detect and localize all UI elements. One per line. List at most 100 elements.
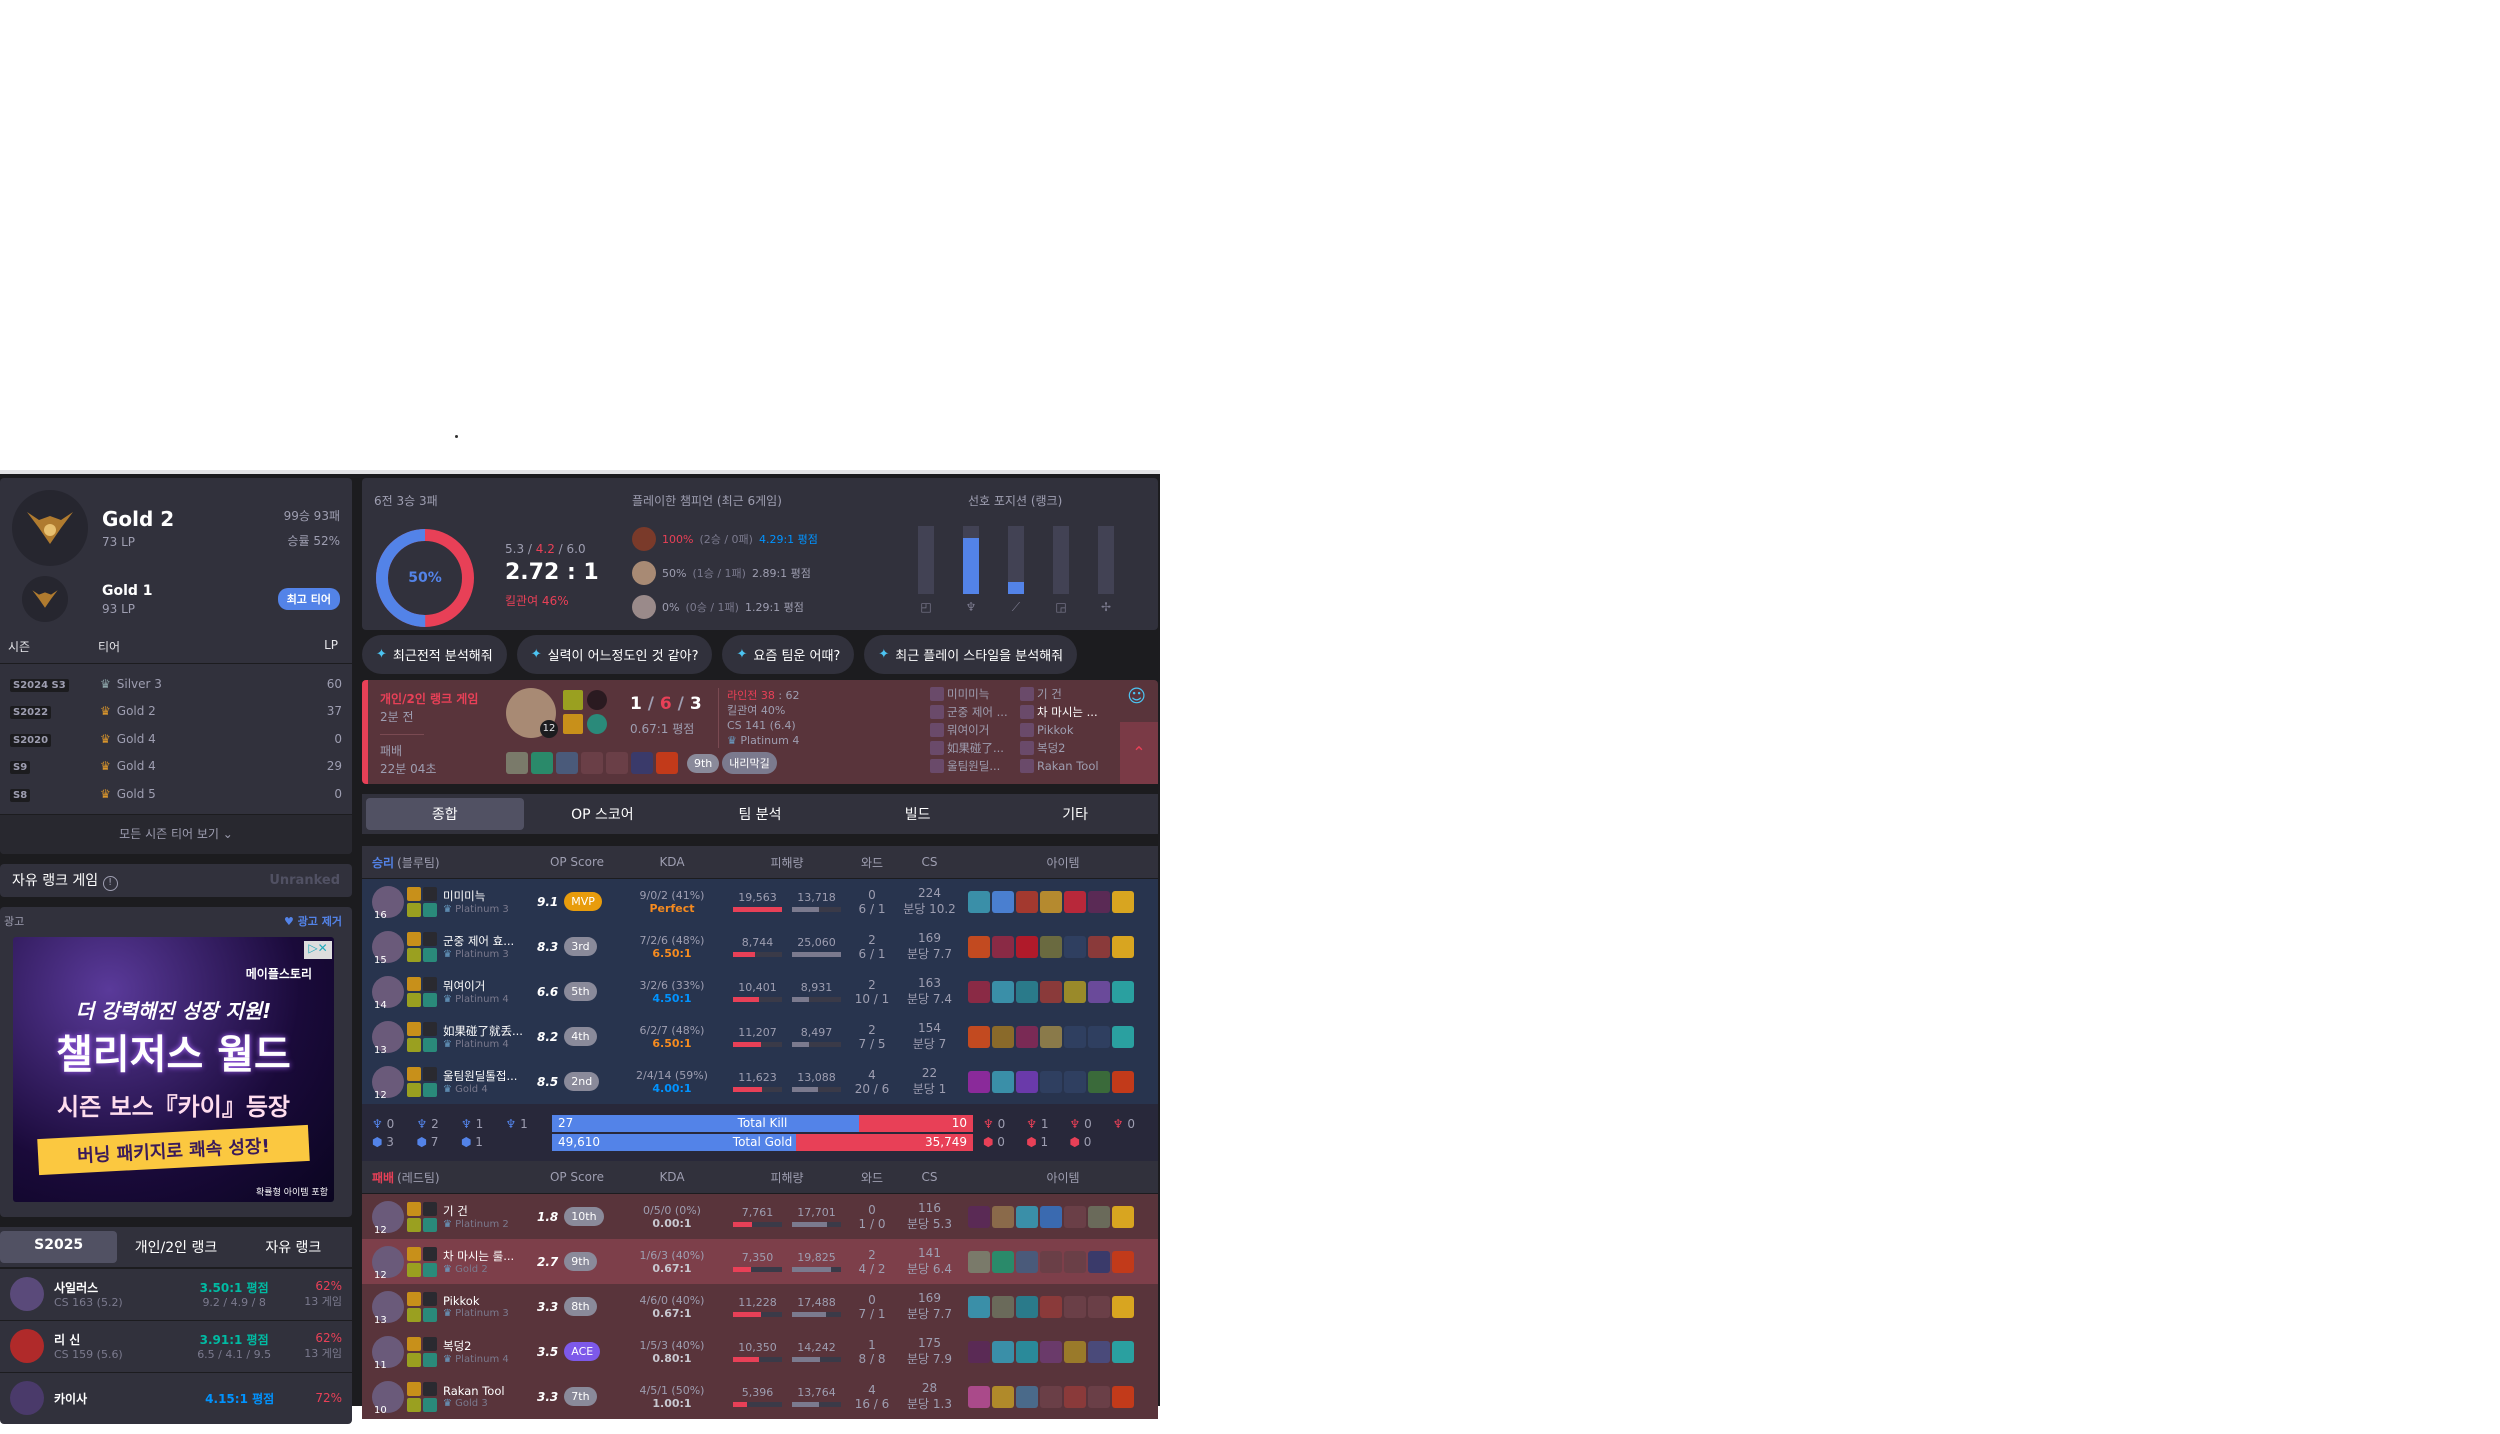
player-row[interactable]: 16 미미미늑 ♛ Platinum 3 9.1 MVP 9/0/2 (41%) Perfe…	[362, 879, 1158, 924]
ad-close-icon[interactable]: ▷✕	[304, 940, 332, 959]
position-bar	[1098, 526, 1114, 594]
flex-rank-status: Unranked	[269, 872, 340, 888]
item-icon	[656, 752, 678, 774]
season-header: 시즌	[8, 640, 31, 654]
player-row[interactable]: 12 기 건 ♛ Platinum 2 1.8 10th 0/5/0 (0%) 0.00:1…	[362, 1194, 1158, 1239]
rune-secondary-icon	[587, 714, 607, 734]
participant[interactable]: 복덩2	[1020, 740, 1110, 756]
cs-per-min: 분당 10.2	[903, 902, 956, 916]
ai-assistant-icon[interactable]: ☺	[1127, 686, 1146, 707]
ad-cta: 버닝 패키지로 쾌속 성장!	[37, 1124, 310, 1175]
participant[interactable]: Pikkok	[1020, 722, 1110, 738]
player-name[interactable]: 如果碰了就丢...	[443, 1024, 523, 1038]
item-icon	[1112, 1340, 1134, 1363]
participant[interactable]: 군중 제어 ...	[930, 704, 1020, 720]
item-icon	[1040, 890, 1062, 913]
champ-winrate: 0%	[662, 600, 680, 614]
detail-tab[interactable]: OP 스코어	[571, 807, 634, 823]
participant[interactable]: 차 마시는 ...	[1020, 704, 1110, 720]
view-all-label: 모든 시즌 티어 보기	[119, 826, 219, 841]
dragon-icon: ♆	[416, 1116, 432, 1131]
damage-dealt-bar-fill	[733, 952, 755, 957]
item-icon	[1112, 1205, 1134, 1228]
summoner-spell-icon	[407, 1021, 421, 1036]
player-name[interactable]: 미미미늑	[443, 889, 486, 903]
detail-tab[interactable]: 기타	[1062, 807, 1089, 823]
player-name[interactable]: 복덩2	[443, 1339, 472, 1353]
player-row[interactable]: 12 차 마시는 룰... ♛ Gold 2 2.7 9th 1/6/3 (40%) 0.6…	[362, 1239, 1158, 1284]
champion-tab[interactable]: 개인/2인 랭크	[134, 1239, 218, 1256]
grubs-icon: ♆	[505, 1116, 521, 1131]
objective-count: 0	[386, 1116, 395, 1131]
detail-tab[interactable]: 종합	[366, 798, 524, 830]
participant[interactable]: Rakan Tool	[1020, 758, 1110, 774]
tier-icon: ♛	[443, 1084, 456, 1095]
summoner-spell-icon	[423, 1336, 437, 1351]
flex-rank-card: 자유 랭크 게임 ! Unranked	[0, 863, 352, 897]
view-all-seasons-button[interactable]: 모든 시즌 티어 보기 ⌄	[0, 813, 352, 854]
detail-tab[interactable]: 팀 분석	[738, 807, 782, 823]
item-icon	[1016, 1340, 1038, 1363]
player-row[interactable]: 13 Pikkok ♛ Platinum 3 3.3 8th 4/6/0 (40%) 0.6…	[362, 1284, 1158, 1329]
player-name[interactable]: 군중 제어 효...	[443, 934, 515, 948]
ai-prompt-button[interactable]: ✦ 최근 플레이 스타일을 분석해줘	[864, 634, 1078, 674]
stray-dot	[455, 435, 458, 438]
player-name[interactable]: Pikkok	[443, 1294, 480, 1308]
info-icon[interactable]: !	[102, 875, 118, 891]
player-row[interactable]: 10 Rakan Tool ♛ Gold 3 3.3 7th 4/5/1 (50%) 1.0…	[362, 1374, 1158, 1419]
ai-prompt-label: 최근전적 분석해줘	[392, 648, 493, 664]
herald-icon: ♆	[1069, 1116, 1085, 1131]
ad-banner[interactable]: 메이플스토리 ▷✕ 더 강력해진 성장 지원! 챌리저스 월드 시즌 보스『카이…	[13, 936, 334, 1202]
item-icon	[1064, 890, 1086, 913]
participant[interactable]: 如果碰了...	[930, 740, 1020, 756]
player-row[interactable]: 13 如果碰了就丢... ♛ Platinum 4 8.2 4th 6/2/7 (48%)…	[362, 1014, 1158, 1059]
player-name[interactable]: Rakan Tool	[443, 1384, 505, 1398]
rune-icon	[423, 1397, 437, 1412]
participant[interactable]: 울팀원딜...	[930, 758, 1020, 774]
ai-prompt-button[interactable]: ✦ 최근전적 분석해줘	[362, 634, 507, 674]
player-name[interactable]: 뭐여이거	[443, 979, 486, 993]
player-name[interactable]: 기 건	[443, 1204, 468, 1218]
objective-count: 1	[475, 1116, 484, 1131]
red-dragon-count: ♆ 1	[1026, 1117, 1061, 1131]
champion-row[interactable]: 카이사 4.15:1 평점 72%	[0, 1371, 352, 1424]
player-row[interactable]: 12 울팀원딜톨접... ♛ Gold 4 8.5 2nd 2/4/14 (59%) 4.0…	[362, 1059, 1158, 1104]
champion-row[interactable]: 사일러스 CS 163 (5.2) 3.50:1 평점 9.2 / 4.9 / 8 62…	[0, 1267, 352, 1320]
expand-match-button[interactable]: ⌃	[1120, 722, 1158, 784]
red-tower-plate-count: ⬢ 1	[1026, 1135, 1061, 1149]
match-items: 9th 내리막길	[506, 752, 777, 774]
summoner-spell-icon	[423, 1291, 437, 1306]
player-cs: 169	[918, 1291, 941, 1305]
champion-winrate: 72%	[315, 1391, 342, 1405]
player-row[interactable]: 11 복덩2 ♛ Platinum 4 3.5 ACE 1/5/3 (40%) 0.80:1…	[362, 1329, 1158, 1374]
rune-icon	[407, 1082, 421, 1097]
match-card[interactable]: 개인/2인 랭크 게임 2분 전 패배 22분 04초 12 1 / 6 / 3…	[362, 680, 1158, 784]
item-icon	[992, 1070, 1014, 1093]
detail-tab[interactable]: 빌드	[904, 807, 931, 823]
player-row[interactable]: 14 뭐여이거 ♛ Platinum 4 6.6 5th 3/2/6 (33%) 4.50:…	[362, 969, 1158, 1014]
participant-name: 如果碰了...	[947, 741, 1004, 755]
avg-kda: 5.3 / 4.2 / 6.0	[505, 542, 586, 556]
empty-item-slot	[1064, 1295, 1086, 1318]
champion-tab[interactable]: 자유 랭크	[265, 1239, 322, 1256]
player-cs: 141	[918, 1246, 941, 1260]
season-lp: 0	[334, 731, 342, 746]
item-icon	[968, 980, 990, 1003]
participant[interactable]: 기 건	[1020, 686, 1110, 702]
participant[interactable]: 미미미늑	[930, 686, 1020, 702]
player-cs: 169	[918, 931, 941, 945]
participant[interactable]: 뭐여이거	[930, 722, 1020, 738]
champion-tab[interactable]: S2025	[0, 1230, 118, 1263]
ai-prompt-button[interactable]: ✦ 실력이 어느정도인 것 같아?	[516, 634, 713, 674]
control-wards: 2	[868, 977, 876, 992]
remove-ad-link[interactable]: ♥ 광고 제거	[283, 914, 342, 928]
champion-row[interactable]: 리 신 CS 159 (5.6) 3.91:1 평점 6.5 / 4.1 / 9.5 6…	[0, 1319, 352, 1372]
player-level: 10	[374, 1404, 387, 1416]
player-name[interactable]: 울팀원딜톨접...	[443, 1069, 518, 1083]
item-icon	[992, 1250, 1014, 1273]
item-icon	[1040, 1205, 1062, 1228]
champ-kda: 2.89:1 평점	[751, 567, 811, 580]
ai-prompt-button[interactable]: ✦ 요즘 팀운 어때?	[722, 634, 855, 674]
player-name[interactable]: 차 마시는 룰...	[443, 1249, 515, 1263]
player-row[interactable]: 15 군중 제어 효... ♛ Platinum 3 8.3 3rd 7/2/6 (48%…	[362, 924, 1158, 969]
